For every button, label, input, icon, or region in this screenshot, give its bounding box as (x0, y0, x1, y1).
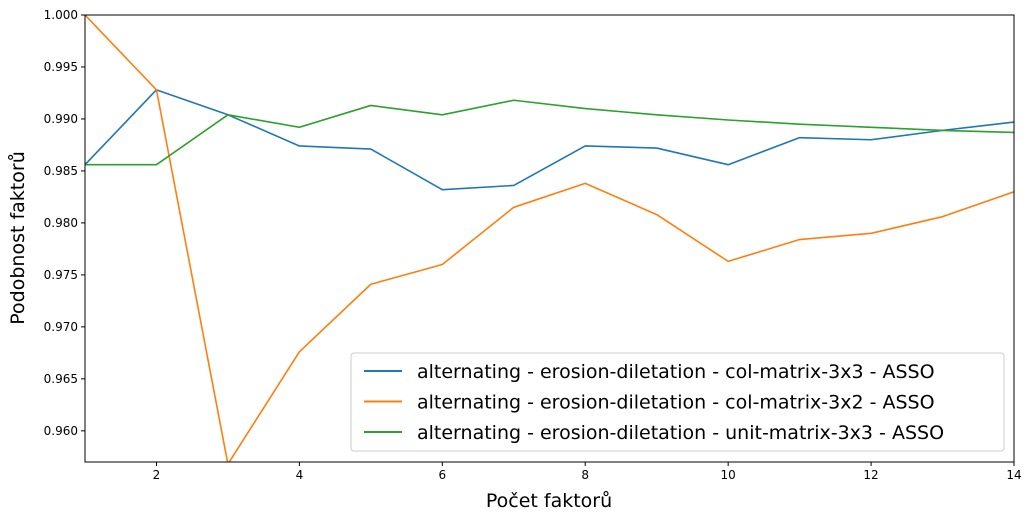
legend-label-1: alternating - erosion-diletation - col-m… (417, 361, 935, 383)
y-tick-label: 0.970 (44, 320, 78, 334)
series-line-1 (85, 89, 1014, 191)
x-tick-label: 2 (153, 468, 161, 482)
x-axis-ticks: 2 4 6 8 10 12 14 (153, 462, 1022, 482)
x-tick-label: 6 (438, 468, 446, 482)
y-tick-label: 0.980 (44, 216, 78, 230)
legend-box (350, 352, 1005, 452)
legend-label-2: alternating - erosion-diletation - col-m… (417, 392, 935, 414)
legend-label-3: alternating - erosion-diletation - unit-… (417, 422, 944, 444)
x-axis-label: Počet faktorů (486, 490, 612, 512)
x-tick-label: 12 (863, 468, 878, 482)
x-tick-label: 10 (721, 468, 736, 482)
y-tick-label: 0.975 (44, 268, 78, 282)
x-tick-label: 14 (1006, 468, 1021, 482)
x-tick-label: 8 (581, 468, 589, 482)
x-tick-label: 4 (296, 468, 304, 482)
y-tick-label: 0.985 (44, 164, 78, 178)
y-tick-label: 0.995 (44, 60, 78, 74)
series-line-2 (85, 15, 1014, 462)
y-tick-label: 1.000 (44, 8, 78, 22)
series-line-3 (85, 99, 1014, 166)
y-tick-label: 0.960 (44, 424, 78, 438)
y-tick-label: 0.990 (44, 112, 78, 126)
y-axis-label: Podobnost faktorů (7, 151, 29, 324)
y-tick-label: 0.965 (44, 372, 78, 386)
legend: alternating - erosion-diletation - col-m… (350, 352, 1005, 452)
plot-area-frame (84, 14, 1015, 463)
y-axis-ticks: 0.960 0.965 0.970 0.975 0.980 0.985 0.990 0.995… (44, 8, 85, 438)
series-lines (85, 15, 1014, 462)
